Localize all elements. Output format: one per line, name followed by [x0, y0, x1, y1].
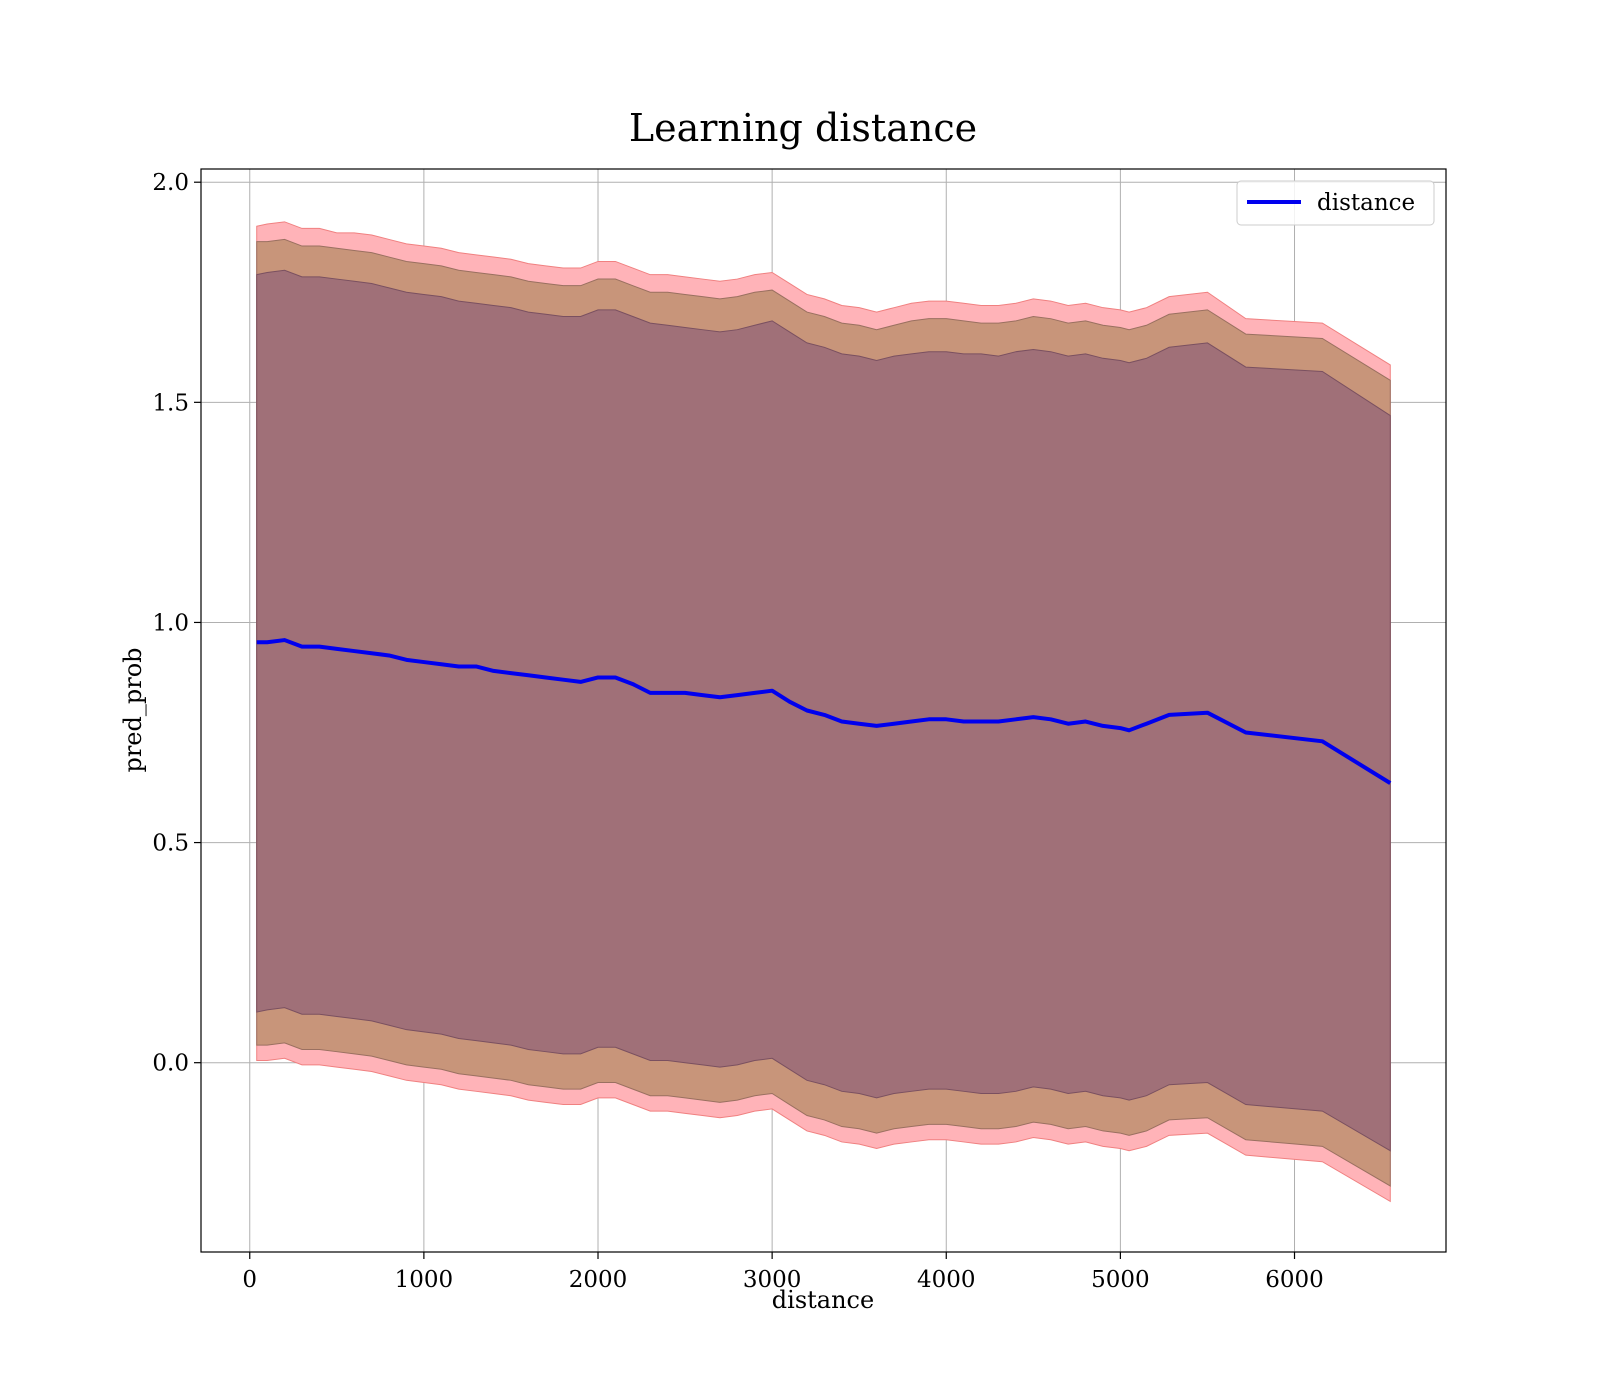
y-tick-label-4: 2.0 [152, 170, 189, 196]
x-tick-label-6: 6000 [1265, 1267, 1324, 1293]
plot-frame [200, 168, 1447, 1253]
x-axis-label: distance [772, 1286, 874, 1314]
x-tick-label-1: 1000 [395, 1267, 454, 1293]
confidence-bands [256, 221, 1391, 1203]
y-tick-label-0: 0.0 [152, 1051, 189, 1077]
y-tick-label-3: 1.5 [152, 390, 189, 416]
chart-title: Learning distance [629, 106, 977, 150]
legend-label-distance: distance [1317, 190, 1415, 216]
legend: distance [1236, 180, 1435, 226]
x-tick-label-5: 5000 [1091, 1267, 1150, 1293]
x-tick-label-4: 4000 [917, 1267, 976, 1293]
legend-box [1236, 180, 1435, 226]
x-tick-label-0: 0 [242, 1267, 257, 1293]
series-lines [256, 638, 1392, 785]
y-axis-ticks: 0.0 0.5 1.0 1.5 2.0 [152, 170, 201, 1077]
y-tick-label-2: 1.0 [152, 610, 189, 636]
x-tick-label-2: 2000 [569, 1267, 628, 1293]
x-tick-label-3: 3000 [743, 1267, 802, 1293]
y-axis-label: pred_prob [119, 647, 147, 772]
y-tick-label-1: 0.5 [152, 831, 189, 857]
band-inner [256, 269, 1391, 1152]
x-axis-ticks: 0 1000 2000 3000 4000 5000 6000 [242, 1252, 1324, 1293]
series-line-distance [256, 638, 1392, 785]
